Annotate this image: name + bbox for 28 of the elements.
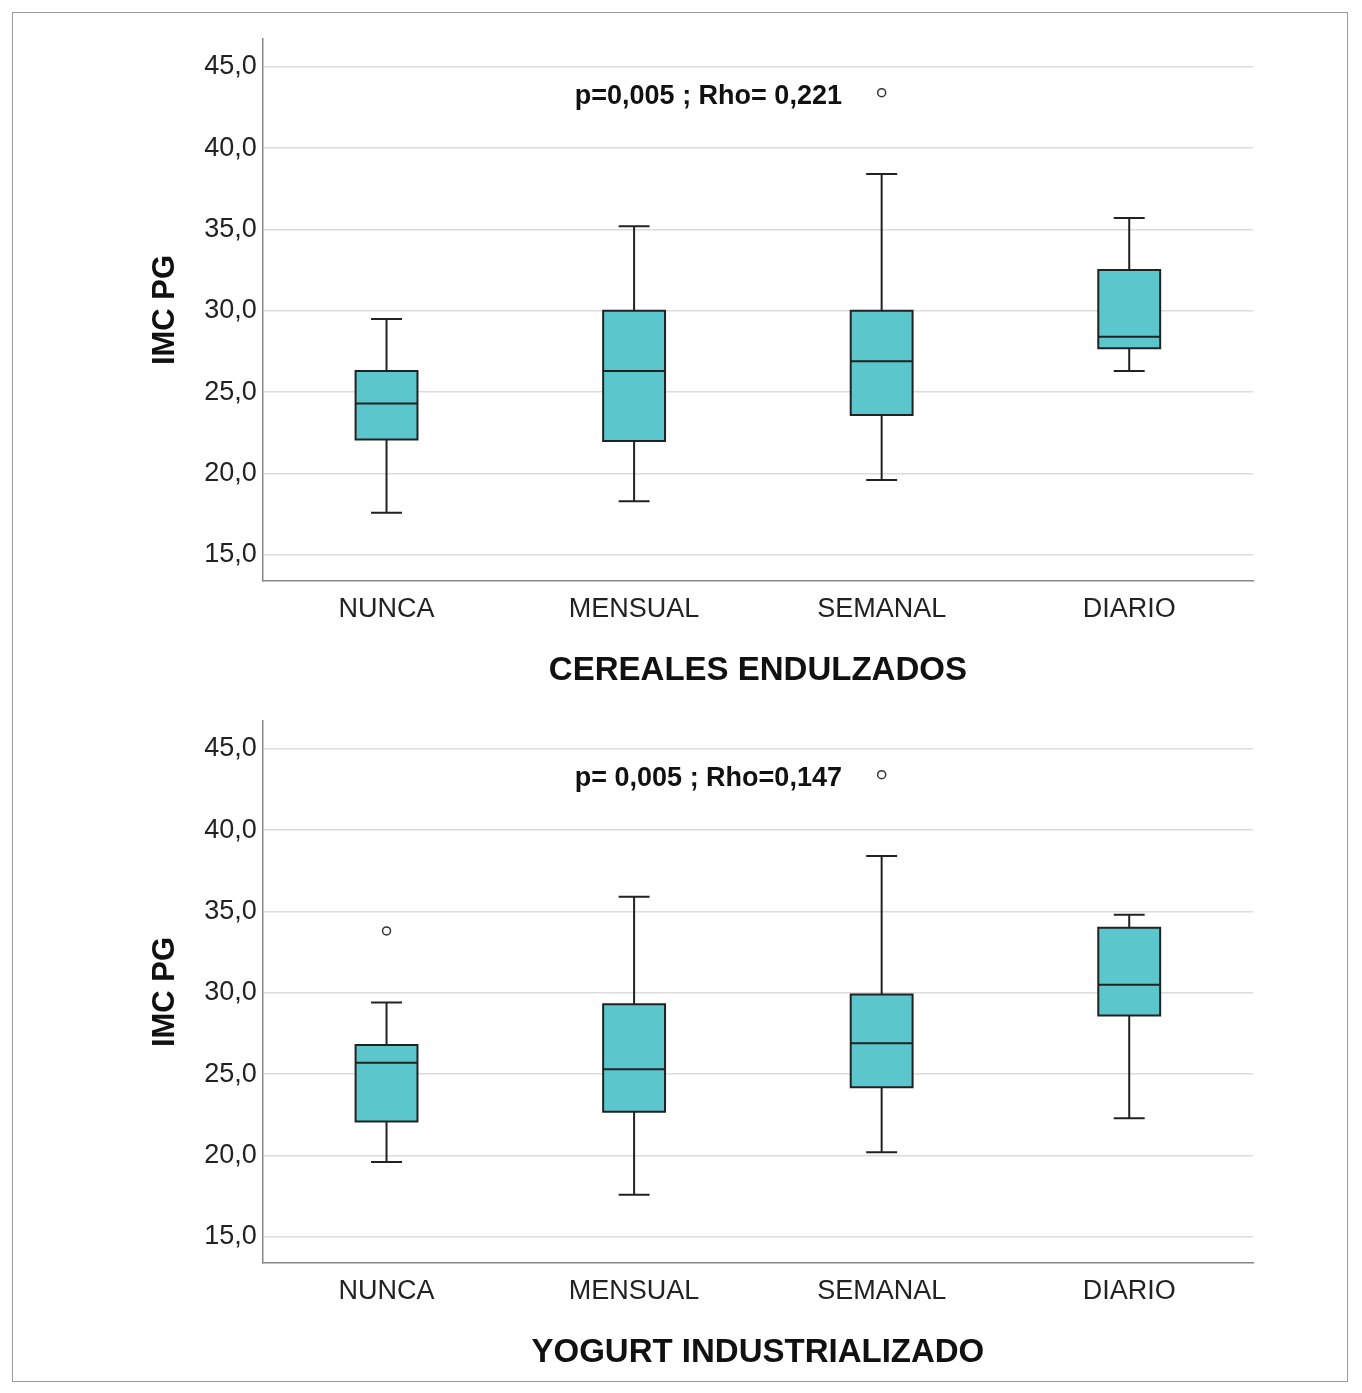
- y-tick-label: 25,0: [204, 375, 257, 406]
- y-axis-title: IMC PG: [146, 254, 182, 366]
- x-tick-label: DIARIO: [1082, 592, 1176, 623]
- x-tick-label: NUNCA: [338, 1274, 435, 1305]
- annotation: p= 0,005 ; Rho=0,147: [574, 762, 842, 793]
- x-tick-label: SEMANAL: [817, 592, 947, 623]
- y-tick-label: 40,0: [204, 131, 257, 162]
- y-tick-label: 45,0: [204, 50, 257, 81]
- y-tick-label: 25,0: [204, 1057, 257, 1088]
- x-tick-label: MENSUAL: [568, 592, 700, 623]
- x-tick-label: NUNCA: [338, 592, 435, 623]
- x-tick-label: DIARIO: [1082, 1274, 1176, 1305]
- x-tick-label: MENSUAL: [568, 1274, 700, 1305]
- y-tick-label: 30,0: [204, 976, 257, 1007]
- y-axis-title: IMC PG: [146, 936, 182, 1048]
- y-tick-label: 15,0: [204, 538, 257, 569]
- y-tick-label: 15,0: [204, 1220, 257, 1251]
- y-tick-label: 30,0: [204, 294, 257, 325]
- y-tick-label: 20,0: [204, 457, 257, 488]
- x-axis-title: YOGURT INDUSTRIALIZADO: [531, 1332, 985, 1370]
- y-tick-label: 45,0: [204, 732, 257, 763]
- y-tick-label: 35,0: [204, 212, 257, 243]
- x-tick-label: SEMANAL: [817, 1274, 947, 1305]
- y-tick-label: 20,0: [204, 1139, 257, 1170]
- y-tick-label: 35,0: [204, 894, 257, 925]
- x-axis-title: CEREALES ENDULZADOS: [548, 650, 967, 688]
- y-tick-label: 40,0: [204, 813, 257, 844]
- annotation: p=0,005 ; Rho= 0,221: [574, 80, 842, 111]
